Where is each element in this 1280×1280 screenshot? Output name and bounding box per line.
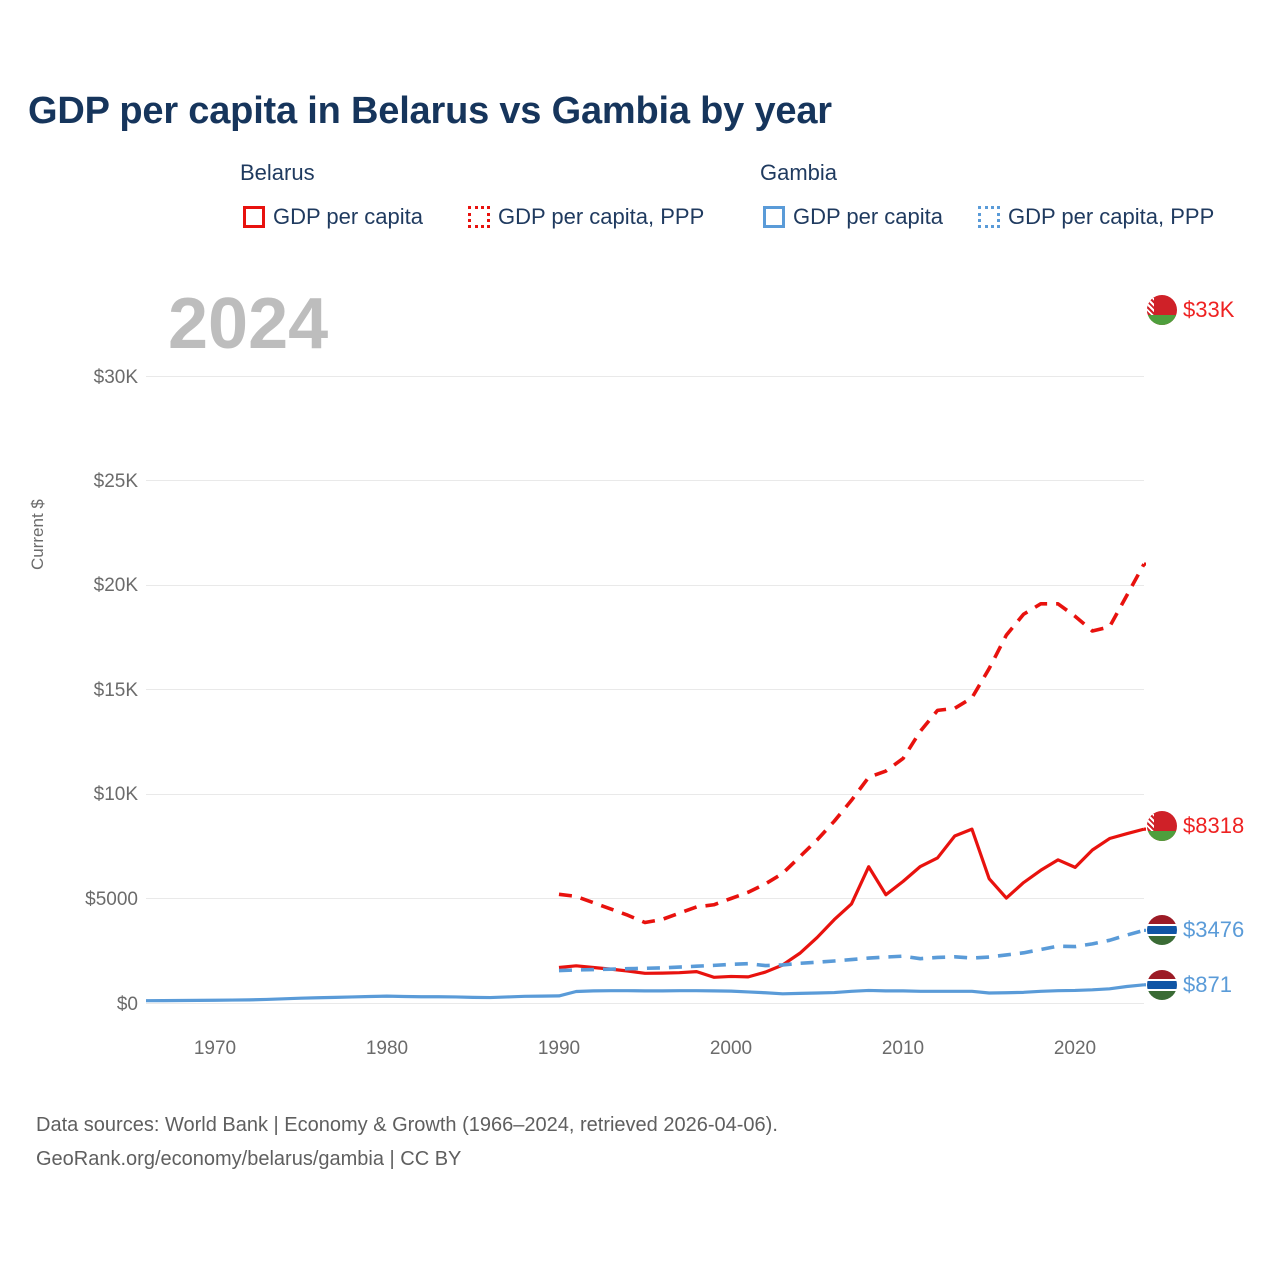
series-line — [145, 983, 1145, 1003]
year-watermark: 2024 — [168, 284, 329, 364]
legend-item-belarus-gdp-ppp[interactable]: GDP per capita, PPP — [468, 204, 704, 230]
plot-area — [145, 300, 1146, 1004]
footer: Data sources: World Bank | Economy & Gro… — [36, 1108, 778, 1176]
legend-swatch-blue-solid-icon — [763, 206, 785, 228]
end-label-belarus-ppp: $33K — [1147, 295, 1234, 325]
gridline — [146, 1003, 1144, 1004]
x-tick-label: 2010 — [881, 1038, 925, 1059]
legend: Belarus Gambia GDP per capita GDP per ca… — [0, 160, 1280, 240]
y-tick-label: $20K — [93, 575, 138, 596]
legend-group-gambia-title: Gambia — [760, 160, 838, 185]
end-label-value: $871 — [1183, 972, 1232, 997]
x-tick-label: 2020 — [1053, 1038, 1097, 1059]
series-lines — [145, 562, 1146, 1003]
x-tick-label: 2000 — [709, 1038, 753, 1059]
y-tick-label: $25K — [93, 471, 138, 492]
gridline — [146, 480, 1144, 481]
series-line — [558, 563, 1146, 925]
legend-group-belarus-title: Belarus — [240, 160, 315, 185]
y-tick-label: $5000 — [85, 889, 138, 910]
legend-swatch-blue-dotted-icon — [978, 206, 1000, 228]
belarus-flag-icon — [1147, 295, 1177, 325]
series-line — [558, 827, 1145, 979]
y-tick-label: $0 — [116, 994, 138, 1015]
end-label-value: $33K — [1183, 297, 1235, 322]
legend-item-gambia-gdp[interactable]: GDP per capita — [763, 204, 943, 230]
legend-item-gambia-gdp-ppp[interactable]: GDP per capita, PPP — [978, 204, 1214, 230]
legend-label: GDP per capita, PPP — [1008, 204, 1215, 229]
legend-label: GDP per capita — [273, 204, 424, 229]
legend-swatch-red-solid-icon — [243, 206, 265, 228]
gridline — [146, 689, 1144, 690]
footer-line-license[interactable]: GeoRank.org/economy/belarus/gambia | CC … — [36, 1148, 462, 1170]
y-tick-label: $30K — [93, 367, 138, 388]
end-label-belarus-gdp: $8318 — [1147, 811, 1244, 841]
legend-item-belarus-gdp[interactable]: GDP per capita — [243, 204, 423, 230]
legend-label: GDP per capita, PPP — [498, 204, 705, 229]
end-label-value: $3476 — [1183, 917, 1245, 942]
gambia-flag-icon — [1147, 970, 1177, 1000]
y-tick-label: $15K — [93, 680, 138, 701]
x-tick-label: 1970 — [193, 1038, 237, 1059]
belarus-flag-icon — [1147, 811, 1177, 841]
gridline — [146, 585, 1144, 586]
y-tick-label: $10K — [93, 784, 138, 805]
end-label-gambia-gdp: $871 — [1147, 970, 1232, 1000]
legend-label: GDP per capita — [793, 204, 944, 229]
footer-line-sources: Data sources: World Bank | Economy & Gro… — [36, 1114, 778, 1136]
legend-swatch-red-dotted-icon — [468, 206, 490, 228]
series-line — [558, 928, 1145, 973]
x-tick-label: 1990 — [537, 1038, 581, 1059]
end-label-gambia-ppp: $3476 — [1147, 915, 1244, 945]
end-label-value: $8318 — [1183, 813, 1245, 838]
gridline — [146, 794, 1144, 795]
gridline — [146, 898, 1144, 899]
x-tick-label: 1980 — [365, 1038, 409, 1059]
gridline — [146, 376, 1144, 377]
page-title: GDP per capita in Belarus vs Gambia by y… — [28, 90, 832, 132]
gambia-flag-icon — [1147, 915, 1177, 945]
